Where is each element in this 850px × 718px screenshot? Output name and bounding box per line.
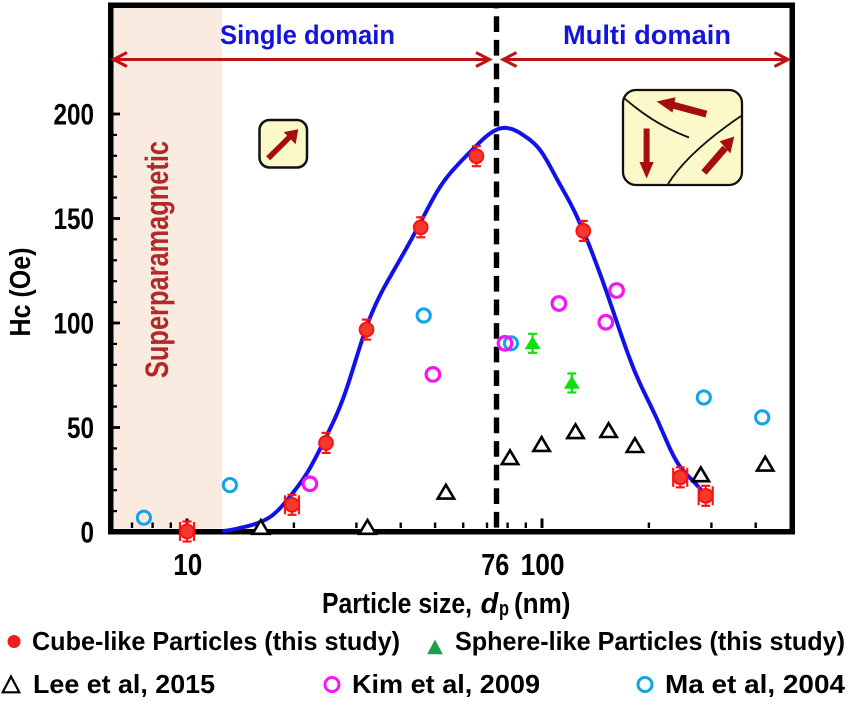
svg-text:Multi domain: Multi domain bbox=[563, 20, 731, 50]
svg-text:Superparamagnetic: Superparamagnetic bbox=[139, 141, 175, 378]
svg-text:(nm): (nm) bbox=[514, 588, 571, 620]
svg-text:50: 50 bbox=[67, 412, 94, 445]
svg-text:200: 200 bbox=[54, 99, 95, 132]
svg-text:Kim et al, 2009: Kim et al, 2009 bbox=[352, 669, 540, 699]
svg-text:0: 0 bbox=[81, 517, 95, 550]
svg-text:p: p bbox=[499, 598, 509, 621]
svg-text:d: d bbox=[481, 588, 500, 620]
svg-text:Cube-like Particles (this stud: Cube-like Particles (this study) bbox=[32, 626, 400, 656]
svg-text:Ma et al, 2004: Ma et al, 2004 bbox=[665, 669, 846, 699]
svg-text:150: 150 bbox=[54, 203, 95, 236]
svg-text:Sphere-like Particles (this st: Sphere-like Particles (this study) bbox=[455, 626, 845, 656]
svg-text:100: 100 bbox=[54, 308, 95, 341]
svg-text:Particle size,: Particle size, bbox=[322, 588, 472, 620]
svg-text:Hc (Oe): Hc (Oe) bbox=[5, 248, 37, 337]
svg-text:100: 100 bbox=[521, 547, 565, 582]
svg-text:76: 76 bbox=[481, 547, 509, 582]
svg-text:Single domain: Single domain bbox=[220, 20, 395, 50]
svg-text:10: 10 bbox=[173, 547, 202, 582]
svg-text:Lee et al, 2015: Lee et al, 2015 bbox=[33, 669, 215, 699]
